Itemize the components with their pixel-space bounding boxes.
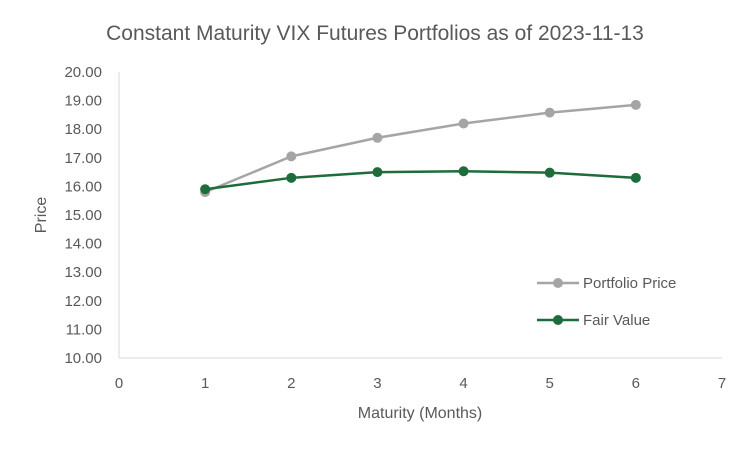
legend-label: Fair Value <box>583 312 650 329</box>
legend-marker <box>553 278 563 288</box>
legend-entry: Portfolio Price <box>537 275 676 292</box>
y-tick-label: 19.00 <box>64 93 102 110</box>
x-tick-label: 2 <box>287 375 295 392</box>
data-point <box>286 151 297 162</box>
x-tick-label: 0 <box>115 375 123 392</box>
data-point <box>630 99 641 110</box>
chart-title: Constant Maturity VIX Futures Portfolios… <box>106 22 644 45</box>
data-point <box>286 172 297 183</box>
series-line <box>204 103 636 194</box>
legend-label: Portfolio Price <box>583 275 676 292</box>
data-point <box>372 167 383 178</box>
y-tick-label: 12.00 <box>64 293 102 310</box>
data-point <box>544 167 555 178</box>
x-tick-label: 1 <box>201 375 209 392</box>
series-line <box>204 169 636 191</box>
legend-marker <box>553 315 563 325</box>
y-tick-label: 13.00 <box>64 264 102 281</box>
series-layer <box>200 99 641 198</box>
y-tick-label: 20.00 <box>64 64 102 81</box>
x-tick-label: 4 <box>459 375 467 392</box>
x-tick-label: 7 <box>718 375 726 392</box>
x-tick-label: 5 <box>546 375 554 392</box>
series-fair-value <box>200 166 641 195</box>
y-tick-label: 18.00 <box>64 121 102 138</box>
data-point <box>630 172 641 183</box>
data-point <box>200 184 211 195</box>
data-point <box>372 132 383 143</box>
y-tick-label: 10.00 <box>64 350 102 367</box>
x-tick-label: 6 <box>632 375 640 392</box>
legend-entry: Fair Value <box>537 312 650 329</box>
y-tick-label: 15.00 <box>64 207 102 224</box>
x-axis-label: Maturity (Months) <box>358 405 482 422</box>
data-point <box>458 118 469 129</box>
y-tick-label: 11.00 <box>66 321 102 338</box>
y-tick-label: 14.00 <box>64 236 102 253</box>
data-point <box>458 166 469 177</box>
y-tick-label: 17.00 <box>64 150 102 167</box>
series-portfolio-price <box>200 99 641 198</box>
legend: Portfolio Price Fair Value <box>537 275 676 329</box>
data-point <box>544 107 555 118</box>
y-axis-label: Price <box>33 197 50 234</box>
y-tick-label: 16.00 <box>64 178 102 195</box>
axes: 10.00 11.00 12.00 13.00 14.00 15.00 16.00 17.00… <box>64 64 726 392</box>
x-tick-label: 3 <box>373 375 381 392</box>
